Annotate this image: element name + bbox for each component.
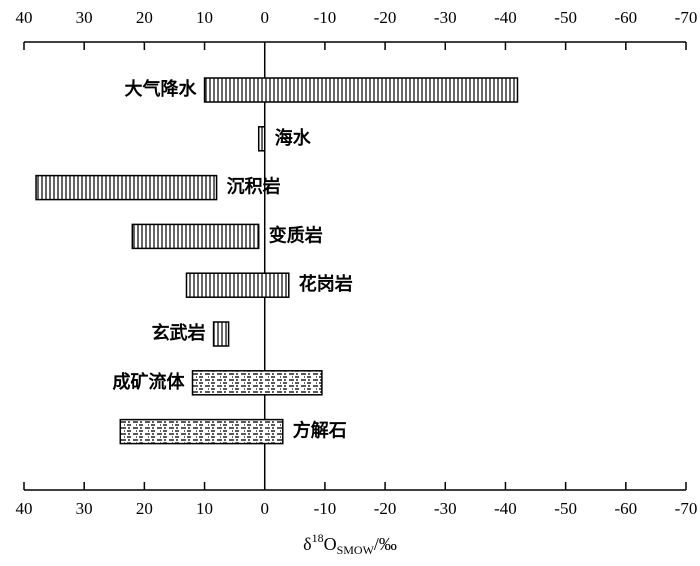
x-tick-label: 10 (196, 8, 213, 27)
x-tick-label: 10 (196, 499, 213, 518)
x-tick-label: 0 (260, 8, 269, 27)
x-tick-label: -40 (494, 499, 517, 518)
x-tick-label: -20 (374, 499, 397, 518)
category-label: 方解石 (293, 420, 347, 442)
x-tick-label: 40 (16, 499, 33, 518)
x-tick-label: -70 (675, 499, 698, 518)
category-label: 成矿流体 (113, 371, 186, 393)
x-tick-label: -10 (314, 8, 337, 27)
x-tick-label: -50 (554, 8, 577, 27)
x-tick-label: -50 (554, 499, 577, 518)
category-label: 花岗岩 (299, 273, 353, 295)
x-tick-label: 20 (136, 499, 153, 518)
range-bar (185, 272, 290, 298)
range-bar (35, 174, 218, 201)
x-tick-label: 30 (76, 8, 93, 27)
x-tick-label: -30 (434, 499, 457, 518)
category-label: 大气降水 (125, 78, 198, 100)
x-tick-label: -30 (434, 8, 457, 27)
x-tick-label: -20 (374, 8, 397, 27)
x-tick-label: -60 (614, 8, 637, 27)
x-tick-label: -40 (494, 8, 517, 27)
range-bar (212, 321, 230, 347)
x-tick-label: -10 (314, 499, 337, 518)
x-tick-label: 0 (260, 499, 269, 518)
x-axis-label: δ18OSMOW/‰ (303, 531, 397, 557)
range-bar (203, 77, 519, 103)
category-label: 变质岩 (269, 224, 323, 246)
x-tick-label: -70 (675, 8, 698, 27)
x-tick-label: 20 (136, 8, 153, 27)
x-tick-label: -60 (614, 499, 637, 518)
range-bar (131, 223, 260, 250)
category-label: 沉积岩 (227, 176, 281, 198)
range-bar (191, 370, 323, 396)
x-tick-label: 30 (76, 499, 93, 518)
range-bar (119, 418, 284, 445)
category-label: 海水 (275, 127, 312, 149)
range-bar (257, 126, 266, 152)
x-tick-label: 40 (16, 8, 33, 27)
category-label: 玄武岩 (152, 322, 206, 344)
